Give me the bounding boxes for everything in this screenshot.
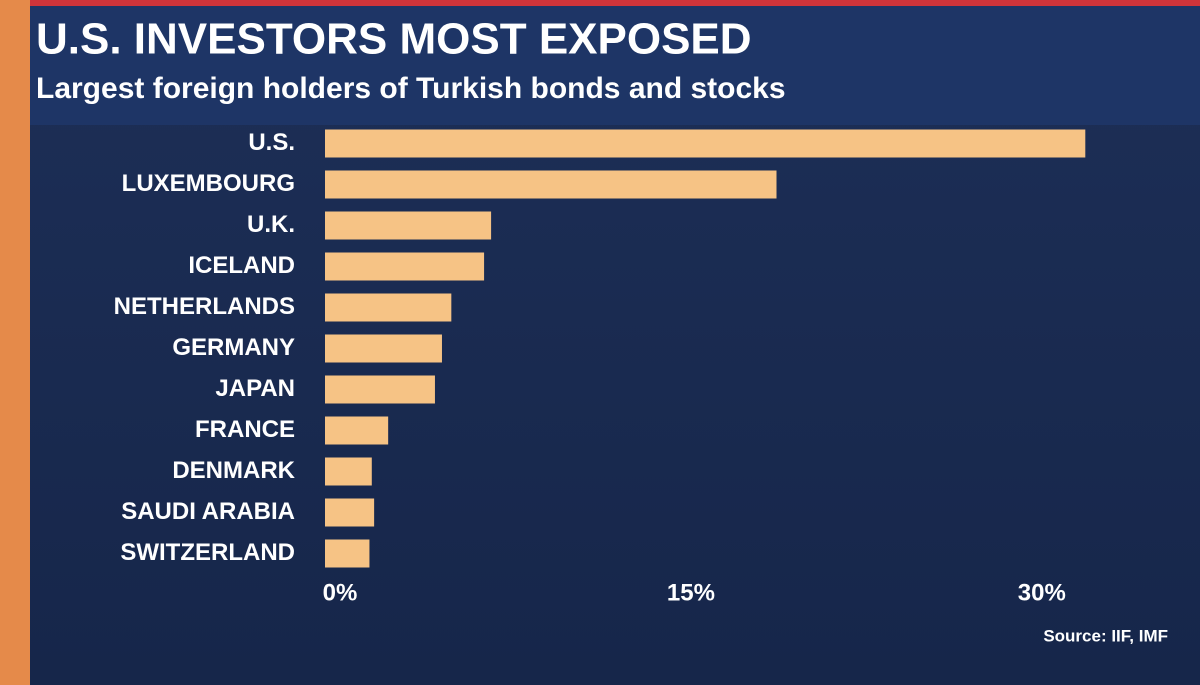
bar [325, 334, 442, 363]
bar [325, 170, 777, 199]
side-strip [0, 0, 30, 685]
bar [325, 498, 375, 527]
bar [325, 457, 372, 486]
y-tick-label: SAUDI ARABIA [121, 498, 295, 525]
bar [325, 416, 389, 445]
x-tick-label: 0% [323, 579, 358, 606]
y-tick-label: U.K. [247, 211, 295, 238]
y-tick-label: FRANCE [195, 416, 295, 443]
y-tick-label: U.S. [248, 129, 295, 156]
header-rule [30, 0, 1200, 6]
x-tick-label: 15% [667, 579, 715, 606]
source-note: Source: IIF, IMF [1043, 626, 1168, 645]
y-tick-label: ICELAND [188, 252, 295, 279]
y-tick-label: LUXEMBOURG [122, 170, 295, 197]
y-tick-label: GERMANY [172, 334, 295, 361]
chart-subtitle: Largest foreign holders of Turkish bonds… [36, 72, 786, 105]
bar [325, 375, 435, 404]
x-tick-label: 30% [1018, 579, 1066, 606]
y-tick-label: SWITZERLAND [120, 539, 295, 566]
bar [325, 252, 485, 281]
y-tick-label: JAPAN [215, 375, 295, 402]
chart-title: U.S. INVESTORS MOST EXPOSED [36, 15, 752, 64]
bar [325, 129, 1086, 158]
y-tick-label: NETHERLANDS [114, 293, 295, 320]
header-band [30, 0, 1200, 125]
bar [325, 539, 370, 568]
bar [325, 211, 492, 240]
bar [325, 293, 452, 322]
y-tick-label: DENMARK [172, 457, 295, 484]
